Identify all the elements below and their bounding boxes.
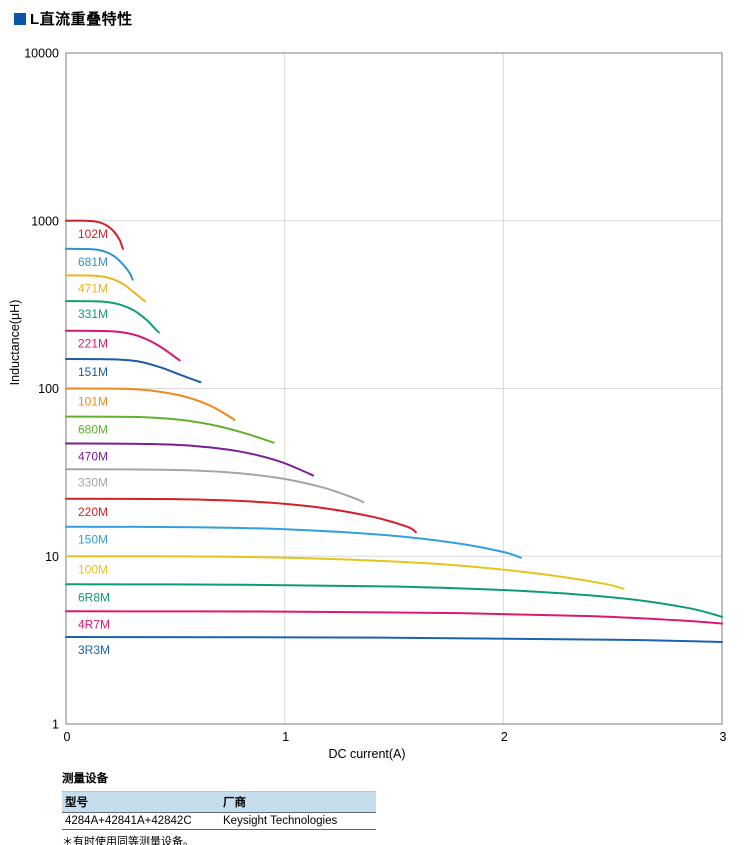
- curve-220M: [65, 497, 417, 534]
- section-marker-icon: [14, 12, 26, 25]
- y-tick-label: 10: [45, 550, 59, 564]
- equipment-col-model: 型号: [62, 791, 220, 813]
- curve-6R8M: [65, 583, 723, 618]
- equipment-title: 测量设备: [62, 773, 108, 785]
- equipment-header-row: 型号 厂商: [62, 791, 376, 813]
- curve-label-151M: 151M: [78, 365, 108, 379]
- y-axis-title: Inductance(μH): [8, 300, 22, 386]
- curve-label-102M: 102M: [78, 227, 108, 241]
- equipment-footnote: ＊有时使用同等测量设备。: [62, 836, 194, 845]
- curve-label-330M: 330M: [78, 475, 108, 489]
- y-tick-label: 1: [52, 718, 59, 732]
- curve-label-4R7M: 4R7M: [78, 617, 110, 631]
- curve-label-6R8M: 6R8M: [78, 590, 110, 604]
- curve-221M: [65, 329, 181, 362]
- curve-label-471M: 471M: [78, 281, 108, 295]
- y-tick-label: 1000: [31, 214, 59, 228]
- curve-150M: [65, 525, 522, 559]
- y-tick-label: 10000: [24, 47, 59, 61]
- curve-151M: [65, 358, 202, 384]
- curve-label-3R3M: 3R3M: [78, 643, 110, 657]
- table-row: 4284A+42841A+42842C Keysight Technologie…: [62, 812, 376, 830]
- x-axis-title: DC current(A): [328, 747, 405, 761]
- curve-label-220M: 220M: [78, 505, 108, 519]
- x-tick-label: 2: [501, 730, 508, 744]
- curve-label-100M: 100M: [78, 562, 108, 576]
- equipment-vendor-value: Keysight Technologies: [220, 812, 376, 830]
- curve-470M: [65, 442, 315, 477]
- equipment-model-value: 4284A+42841A+42842C: [62, 812, 220, 830]
- x-tick-label: 1: [282, 730, 289, 744]
- x-tick-label: 3: [720, 730, 727, 744]
- curve-331M: [65, 300, 160, 334]
- section-header: L直流重叠特性: [14, 8, 133, 29]
- equipment-col-vendor: 厂商: [220, 791, 376, 813]
- curve-3R3M: [65, 636, 723, 643]
- curve-label-680M: 680M: [78, 423, 108, 437]
- curve-label-470M: 470M: [78, 450, 108, 464]
- section-title: L直流重叠特性: [30, 11, 133, 28]
- curve-label-101M: 101M: [78, 395, 108, 409]
- curve-label-681M: 681M: [78, 255, 108, 269]
- x-tick-label: 0: [64, 730, 71, 744]
- equipment-table: 型号 厂商 4284A+42841A+42842C Keysight Techn…: [62, 791, 376, 830]
- curve-681M: [65, 247, 134, 281]
- curve-102M: [65, 219, 124, 250]
- curve-100M: [65, 555, 625, 590]
- curve-label-331M: 331M: [78, 307, 108, 321]
- curve-label-150M: 150M: [78, 533, 108, 547]
- y-tick-label: 100: [38, 382, 59, 396]
- equipment-section: 测量设备 型号 厂商 4284A+42841A+42842C Keysight …: [62, 770, 376, 845]
- curve-4R7M: [65, 610, 723, 625]
- curve-680M: [65, 415, 275, 444]
- curve-label-221M: 221M: [78, 337, 108, 351]
- chart-canvas: 102M 681M 471M 331M 221M 151M 101M 680M 470M 330M…: [8, 47, 727, 762]
- curve-471M: [65, 274, 147, 303]
- curve-330M: [65, 468, 365, 504]
- curve-101M: [65, 387, 236, 421]
